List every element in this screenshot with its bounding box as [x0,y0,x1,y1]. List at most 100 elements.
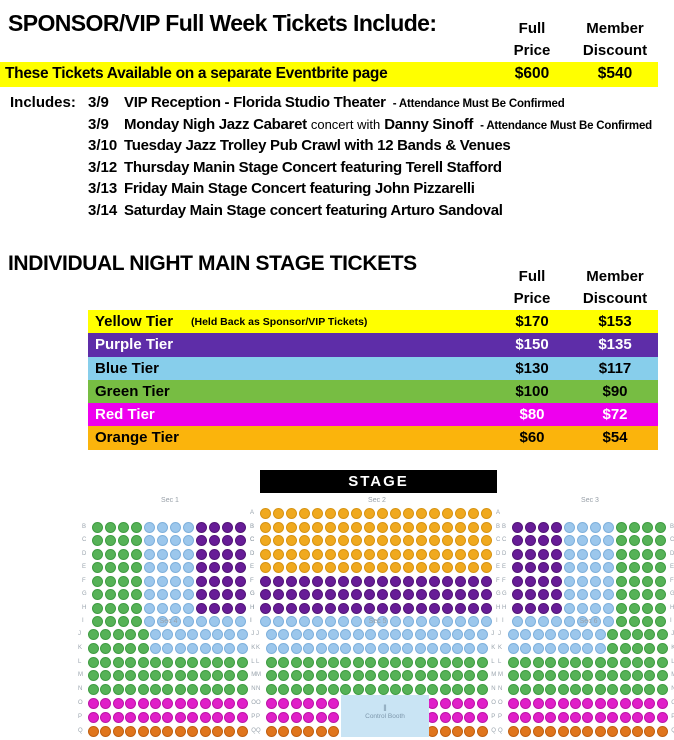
seat [222,575,233,587]
seat [512,602,523,614]
seat [582,642,594,654]
seat [464,684,476,696]
seat [187,684,199,696]
seat [570,670,581,682]
seat [442,562,453,573]
seat [100,642,112,654]
seat [260,616,271,627]
seat [364,589,375,600]
tier-note: (Held Back as Sponsor/VIP Tickets) [191,316,368,328]
seat [551,548,562,560]
seat [429,521,440,533]
seat [105,616,116,627]
seat [468,535,479,546]
seat [162,711,174,723]
row-label: G [250,591,255,597]
seat [224,684,236,696]
seat [468,548,479,560]
seat [629,548,640,560]
row-label: C [496,537,501,543]
seat [340,656,352,668]
seat [303,629,315,640]
seat [150,656,161,668]
seat [352,684,364,696]
row-label: I [250,618,252,624]
seat [92,535,103,546]
seat [607,656,619,668]
seat [174,656,186,668]
seat [416,602,427,614]
seat [187,656,199,668]
seat [564,589,575,600]
seat [290,698,302,709]
seat [290,711,302,723]
seat [642,521,653,533]
seat [266,711,277,723]
seat [315,711,327,723]
include-item: 3/9 VIP Reception - Florida Studio Theate… [88,92,674,114]
seat [278,670,290,682]
seat [105,602,116,614]
seat [118,616,129,627]
section-label: Sec 4 [159,618,178,625]
row-label: L [78,658,82,665]
seat [118,589,129,600]
seat [266,656,277,668]
seat [325,616,336,627]
seat [377,562,388,573]
seat [222,535,233,546]
seat [260,521,271,533]
seat [590,589,601,600]
seat [150,698,161,709]
seat [338,548,349,560]
seat [266,642,277,654]
seat [538,589,549,600]
seat [520,684,532,696]
seat [429,548,440,560]
include-note: - Attendance Must Be Confirmed [480,119,652,132]
seat [655,602,666,614]
include-text: Danny Sinoff [384,115,474,133]
seat [545,725,557,737]
vip-availability-banner: These Tickets Available on a separate Ev… [0,62,658,87]
row-label: M [498,672,503,679]
seat [607,725,619,737]
seat [112,670,124,682]
seat [377,629,389,640]
seat [88,725,99,737]
row-label: L [491,658,495,665]
seat [390,656,401,668]
seat [162,656,174,668]
row-label: O [256,700,261,706]
seat [538,562,549,573]
seat [299,521,310,533]
seat [468,562,479,573]
seat [352,629,364,640]
seat [545,684,557,696]
include-text-regular: concert with [310,116,381,132]
seat [364,535,375,546]
seat [312,602,323,614]
row-label: M [671,672,674,679]
seat [286,562,297,573]
seat [236,670,248,682]
seat [131,616,142,627]
seat [183,589,194,600]
seat [655,562,666,573]
tier-member-discount: $54 [602,429,628,447]
seat [328,698,339,709]
seat [196,589,207,600]
seat [655,575,666,587]
seat [125,670,137,682]
seat [260,535,271,546]
seat [278,642,290,654]
seat [619,684,631,696]
seat [157,548,168,560]
seat [303,656,315,668]
seat [532,656,544,668]
seat [481,535,492,546]
seat [303,684,315,696]
tier-full-price: $60 [519,429,545,447]
seat [582,656,594,668]
seat [92,616,103,627]
